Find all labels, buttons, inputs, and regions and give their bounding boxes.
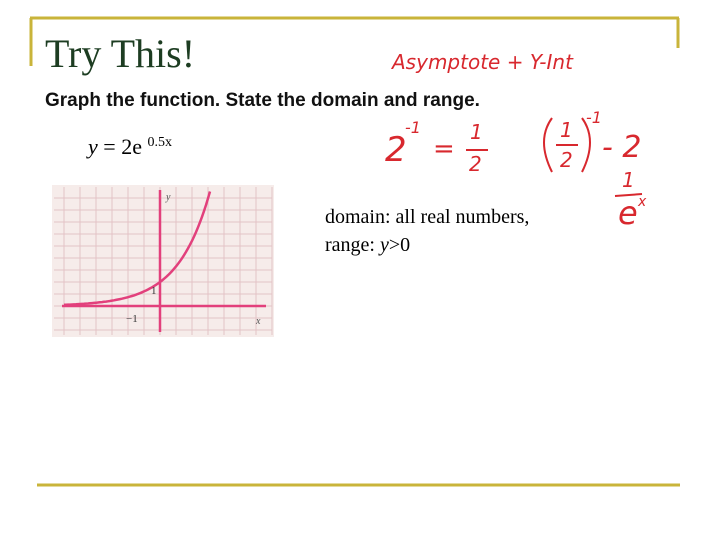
range-prefix: range:	[325, 234, 380, 256]
eq1-den: 2	[469, 152, 482, 176]
eq1-eq: =	[433, 134, 455, 164]
eq3-exp: x	[638, 194, 647, 210]
answer: domain: all real numbers, range: y>0	[325, 203, 529, 259]
graph-x-label: x	[256, 316, 261, 327]
instruction: Graph the function. State the domain and…	[45, 90, 480, 111]
domain: domain: all real numbers,	[325, 206, 530, 228]
equation: y = 2e 0.5x	[88, 134, 172, 160]
eq2-den: 2	[560, 148, 573, 172]
eq-var: y	[88, 134, 98, 159]
range-var: y	[379, 234, 389, 256]
eq-sign: =	[103, 134, 116, 159]
graph-curve	[63, 191, 212, 307]
eq2-exp: -1	[586, 108, 602, 127]
graph-tick-x: −1	[126, 313, 138, 325]
eq3-base: e	[618, 194, 638, 232]
range-rest: >0	[388, 234, 411, 256]
eq1-base: 2	[385, 130, 407, 170]
graph-y-label: y	[166, 192, 171, 203]
note: Asymptote + Y-Int	[392, 50, 573, 74]
eq1-num: 1	[470, 120, 483, 144]
title: Try This!	[45, 31, 196, 76]
eq-coef: 2e	[121, 134, 142, 159]
graph-tick-y: 1	[151, 285, 157, 297]
eq2-num: 1	[560, 118, 573, 142]
eq1-exp: -1	[405, 118, 421, 137]
range: range: y>0	[325, 231, 529, 259]
eq3-num: 1	[622, 168, 635, 192]
eq-exp: 0.5x	[147, 135, 172, 150]
eq2-eq: - 2	[602, 130, 642, 165]
